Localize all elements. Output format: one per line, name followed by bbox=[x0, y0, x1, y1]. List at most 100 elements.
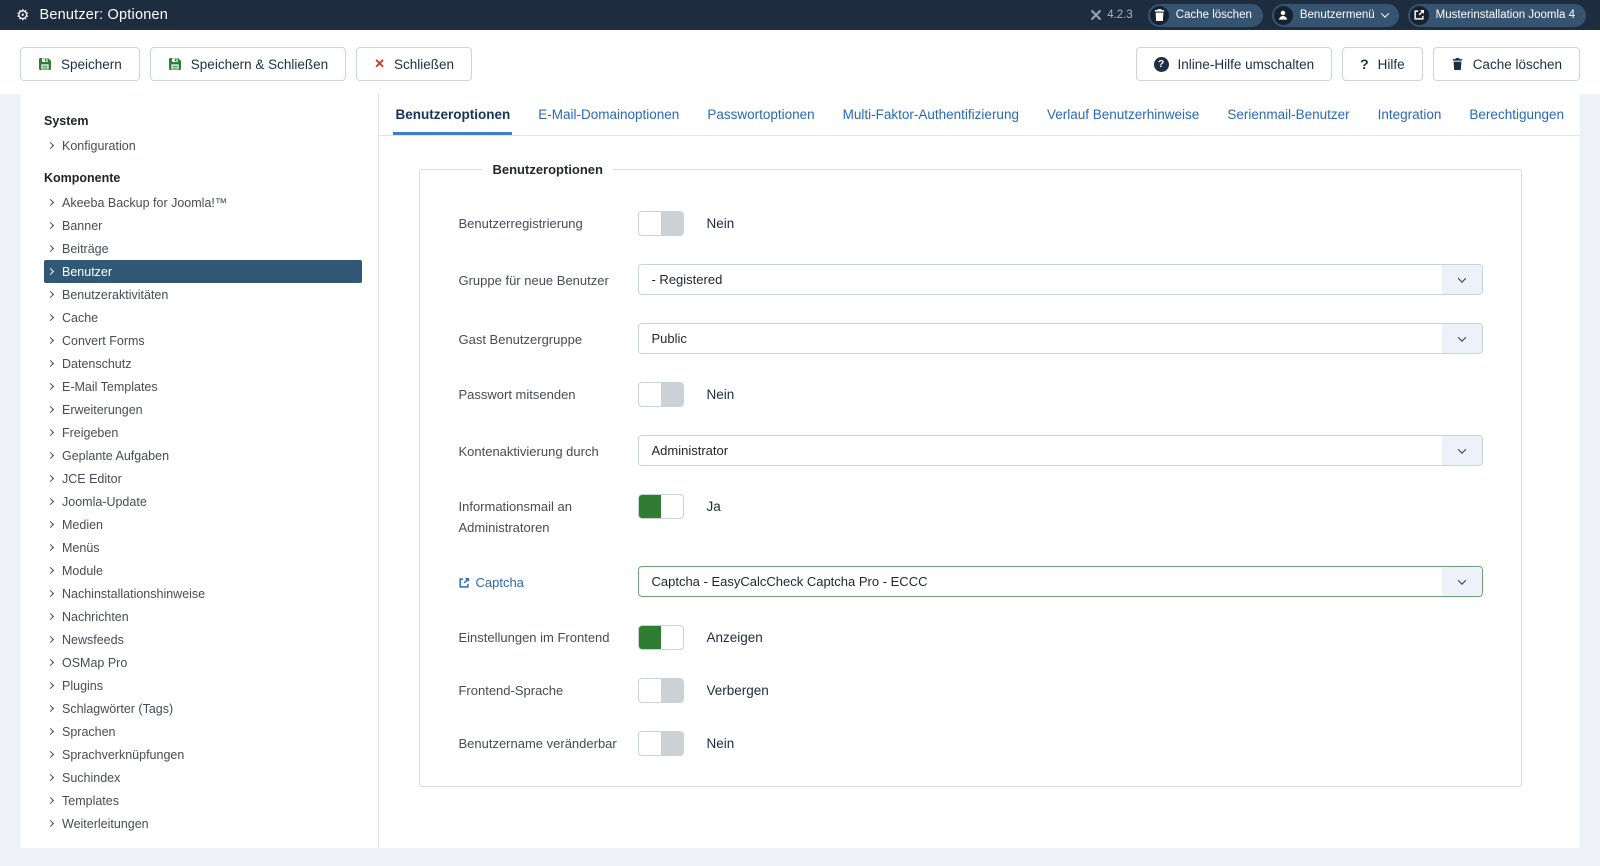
field-label: Gruppe für neue Benutzer bbox=[458, 273, 609, 288]
field-control: Nein bbox=[638, 211, 1483, 236]
sidebar-item-men-s[interactable]: Menüs bbox=[44, 536, 362, 559]
question-circle-icon: ? bbox=[1153, 56, 1169, 72]
sidebar-item-module[interactable]: Module bbox=[44, 559, 362, 582]
save-icon bbox=[168, 57, 182, 71]
options-fieldset: Benutzeroptionen Benutzerregistrierung Ne… bbox=[419, 162, 1522, 787]
sidebar-item-joomla-update[interactable]: Joomla-Update bbox=[44, 490, 362, 513]
sidebar-item-nachinstallationshinweise[interactable]: Nachinstallationshinweise bbox=[44, 582, 362, 605]
captcha-options-link[interactable]: Captcha bbox=[458, 572, 524, 593]
sidebar-item-label: Beiträge bbox=[62, 241, 109, 256]
header-pill-2[interactable]: Musterinstallation Joomla 4 bbox=[1407, 3, 1586, 27]
sidebar-item-label: Plugins bbox=[62, 678, 103, 693]
sidebar-item-templates[interactable]: Templates bbox=[44, 789, 362, 812]
select-kontenaktivierung-durch[interactable]: Administrator bbox=[638, 435, 1483, 466]
save-icon bbox=[38, 57, 52, 71]
select-gast-benutzergruppe[interactable]: Public bbox=[638, 323, 1483, 354]
hilfe-button[interactable]: ? Hilfe bbox=[1342, 47, 1423, 81]
toggle-benutzername-ver-nderbar[interactable] bbox=[638, 731, 685, 756]
sidebar-item-newsfeeds[interactable]: Newsfeeds bbox=[44, 628, 362, 651]
toggle-benutzerregistrierung[interactable] bbox=[638, 211, 685, 236]
field-control: Administrator bbox=[638, 435, 1483, 466]
select-captcha[interactable]: Captcha - EasyCalcCheck Captcha Pro - EC… bbox=[638, 566, 1483, 597]
pill-label: Cache löschen bbox=[1175, 9, 1252, 21]
sidebar-item-weiterleitungen[interactable]: Weiterleitungen bbox=[44, 812, 362, 835]
chevron-right-icon bbox=[46, 198, 55, 207]
sidebar-item-label: Konfiguration bbox=[62, 138, 136, 153]
toggle-informationsmail-an-administratoren[interactable] bbox=[638, 494, 685, 519]
joomla-version: 4.2.3 bbox=[1090, 9, 1133, 21]
toggle-einstellungen-im-frontend[interactable] bbox=[638, 625, 685, 650]
field-row-passwort-mitsenden: Passwort mitsenden Nein bbox=[458, 382, 1483, 407]
tab-multi-faktor-authentifizierung[interactable]: Multi-Faktor-Authentifizierung bbox=[842, 107, 1019, 122]
sidebar-item-freigeben[interactable]: Freigeben bbox=[44, 421, 362, 444]
chevron-right-icon bbox=[46, 589, 55, 598]
pill-label: Musterinstallation Joomla 4 bbox=[1435, 9, 1575, 21]
chevron-down-icon bbox=[1442, 567, 1482, 596]
chevron-right-icon bbox=[46, 244, 55, 253]
sidebar-item-akeeba-backup-for-joomla-[interactable]: Akeeba Backup for Joomla!™ bbox=[44, 191, 362, 214]
sidebar: System Konfiguration Komponente Akeeba Back… bbox=[20, 94, 380, 848]
sidebar-item-banner[interactable]: Banner bbox=[44, 214, 362, 237]
sidebar-item-medien[interactable]: Medien bbox=[44, 513, 362, 536]
sidebar-item-jce-editor[interactable]: JCE Editor bbox=[44, 467, 362, 490]
tab-bar: Benutzeroptionen E-Mail-Domainoptionen Pas… bbox=[379, 94, 1580, 136]
chevron-right-icon bbox=[46, 141, 55, 150]
schlie-en-button[interactable]: ✕ Schließen bbox=[356, 47, 473, 81]
chevron-right-icon bbox=[46, 267, 55, 276]
sidebar-item-label: Suchindex bbox=[62, 770, 121, 785]
sidebar-item-konfiguration[interactable]: Konfiguration bbox=[44, 134, 362, 157]
sidebar-item-sprachverkn-pfungen[interactable]: Sprachverknüpfungen bbox=[44, 743, 362, 766]
sidebar-item-label: Sprachen bbox=[62, 724, 116, 739]
sidebar-item-label: Geplante Aufgaben bbox=[62, 448, 170, 463]
tab-e-mail-domainoptionen[interactable]: E-Mail-Domainoptionen bbox=[538, 107, 680, 122]
sidebar-item-erweiterungen[interactable]: Erweiterungen bbox=[44, 398, 362, 421]
inline-hilfe-umschalten-button[interactable]: ? Inline-Hilfe umschalten bbox=[1135, 47, 1333, 81]
sidebar-item-nachrichten[interactable]: Nachrichten bbox=[44, 605, 362, 628]
chevron-right-icon bbox=[46, 474, 55, 483]
header-pill-0[interactable]: Cache löschen bbox=[1147, 3, 1263, 27]
sidebar-item-label: E-Mail Templates bbox=[62, 379, 158, 394]
sidebar-item-osmap-pro[interactable]: OSMap Pro bbox=[44, 651, 362, 674]
sidebar-item-benutzeraktivit-ten[interactable]: Benutzeraktivitäten bbox=[44, 283, 362, 306]
toggle-frontend-sprache[interactable] bbox=[638, 678, 685, 703]
select-gruppe-f-r-neue-benutzer[interactable]: - Registered bbox=[638, 264, 1483, 295]
sidebar-item-label: Newsfeeds bbox=[62, 632, 124, 647]
tab-content: Benutzeroptionen Benutzerregistrierung Ne… bbox=[379, 136, 1580, 817]
sidebar-item-suchindex[interactable]: Suchindex bbox=[44, 766, 362, 789]
chevron-right-icon bbox=[46, 681, 55, 690]
chevron-right-icon bbox=[46, 612, 55, 621]
fieldset-legend: Benutzeroptionen bbox=[492, 162, 603, 177]
app-header: ⚙ Benutzer: Optionen 4.2.3 Cache löschen… bbox=[0, 0, 1600, 30]
sidebar-item-label: Convert Forms bbox=[62, 333, 145, 348]
sidebar-item-cache[interactable]: Cache bbox=[44, 306, 362, 329]
field-row-gruppe-f-r-neue-benutzer: Gruppe für neue Benutzer - Registered bbox=[458, 264, 1483, 295]
tab-integration[interactable]: Integration bbox=[1377, 107, 1442, 122]
button-label: Speichern & Schließen bbox=[190, 56, 329, 72]
toggle-state-label: Verbergen bbox=[706, 683, 769, 698]
sidebar-item-e-mail-templates[interactable]: E-Mail Templates bbox=[44, 375, 362, 398]
sidebar-item-sprachen[interactable]: Sprachen bbox=[44, 720, 362, 743]
tab-benutzeroptionen[interactable]: Benutzeroptionen bbox=[393, 94, 513, 135]
sidebar-item-benutzer[interactable]: Benutzer bbox=[44, 260, 362, 283]
tab-verlauf-benutzerhinweise[interactable]: Verlauf Benutzerhinweise bbox=[1046, 107, 1200, 122]
tab-berechtigungen[interactable]: Berechtigungen bbox=[1469, 107, 1564, 122]
chevron-right-icon bbox=[46, 336, 55, 345]
tab-passwortoptionen[interactable]: Passwortoptionen bbox=[707, 107, 815, 122]
sidebar-item-label: Templates bbox=[62, 793, 119, 808]
sidebar-item-beitr-ge[interactable]: Beiträge bbox=[44, 237, 362, 260]
sidebar-item-schlagw-rter-tags-[interactable]: Schlagwörter (Tags) bbox=[44, 697, 362, 720]
sidebar-item-datenschutz[interactable]: Datenschutz bbox=[44, 352, 362, 375]
sidebar-item-geplante-aufgaben[interactable]: Geplante Aufgaben bbox=[44, 444, 362, 467]
header-pill-1[interactable]: Benutzermenü bbox=[1271, 3, 1399, 27]
sidebar-item-plugins[interactable]: Plugins bbox=[44, 674, 362, 697]
speichern-button[interactable]: Speichern bbox=[20, 47, 140, 81]
button-label: Speichern bbox=[61, 56, 122, 72]
tab-serienmail-benutzer[interactable]: Serienmail-Benutzer bbox=[1227, 107, 1350, 122]
toggle-passwort-mitsenden[interactable] bbox=[638, 382, 685, 407]
field-label[interactable]: Captcha bbox=[458, 566, 638, 595]
trash-icon bbox=[1149, 5, 1169, 25]
speichern-schlie-en-button[interactable]: Speichern & Schließen bbox=[149, 47, 347, 81]
sidebar-item-convert-forms[interactable]: Convert Forms bbox=[44, 329, 362, 352]
sidebar-item-label: OSMap Pro bbox=[62, 655, 128, 670]
cache-l-schen-button[interactable]: Cache löschen bbox=[1432, 47, 1580, 81]
